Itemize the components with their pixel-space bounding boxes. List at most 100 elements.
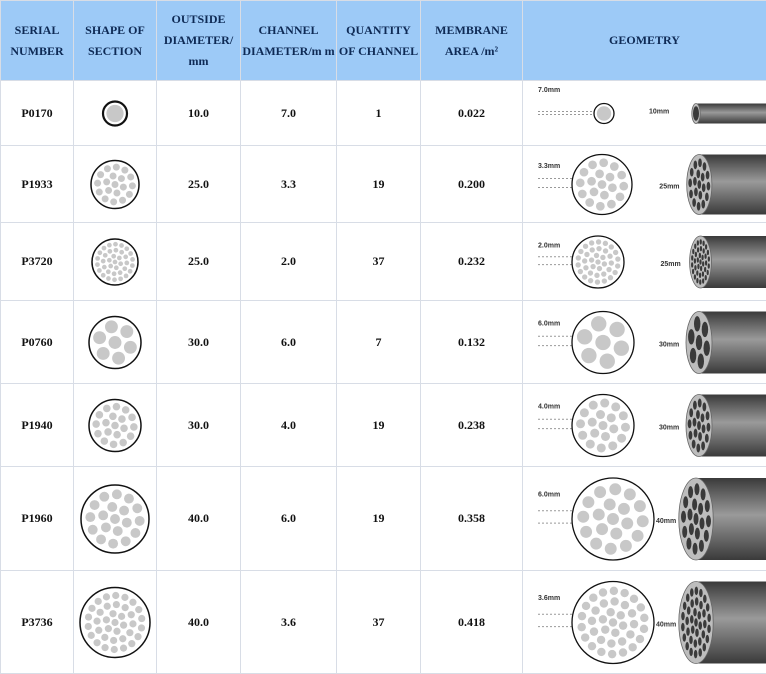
channel (104, 428, 112, 436)
channel (702, 162, 706, 171)
channel (112, 591, 119, 598)
channel (107, 242, 112, 247)
channel (129, 182, 136, 189)
channel (689, 647, 693, 655)
channel (690, 599, 694, 607)
channel-label: 3.6mm (538, 594, 560, 601)
section-shape (74, 301, 157, 384)
channel (101, 258, 106, 263)
channel (694, 251, 696, 256)
channel-diameter: 3.6 (241, 571, 337, 674)
channel (688, 523, 693, 535)
channel (101, 272, 106, 277)
quantity: 19 (337, 467, 421, 571)
channel (607, 199, 616, 208)
channel (613, 340, 628, 355)
od: 40.0 (157, 467, 241, 571)
channel (689, 189, 693, 198)
channel (620, 422, 629, 431)
channel (628, 643, 636, 651)
serial-number: P0760 (1, 301, 74, 384)
channel (97, 268, 102, 273)
channel (702, 278, 704, 283)
channel (687, 508, 692, 520)
channel (130, 257, 135, 262)
channel (588, 240, 593, 245)
channel (694, 187, 698, 196)
channel (585, 439, 594, 448)
channel (111, 421, 119, 429)
channel (699, 517, 704, 529)
channel (690, 625, 694, 633)
channel (606, 607, 614, 615)
channel (126, 629, 133, 636)
column-header: QUANTITY OF CHANNEL (337, 1, 421, 81)
od: 25.0 (157, 146, 241, 223)
channel (113, 526, 123, 536)
channel (110, 636, 117, 643)
channel (626, 630, 634, 638)
channel (698, 431, 702, 440)
channel (119, 635, 126, 642)
channel (594, 272, 599, 277)
channel (598, 420, 607, 429)
channel (134, 633, 141, 640)
channel (701, 441, 705, 450)
channel (609, 321, 624, 336)
channel (697, 611, 701, 619)
quantity: 19 (337, 146, 421, 223)
channel (701, 424, 705, 433)
channel (120, 424, 128, 432)
channel (110, 440, 118, 448)
channel (576, 329, 591, 344)
channel (119, 243, 124, 248)
channel (692, 198, 696, 207)
channel (702, 261, 704, 266)
channel (692, 248, 694, 253)
channel-label: 3.3mm (538, 163, 560, 170)
channel (135, 606, 142, 613)
channel (90, 500, 100, 510)
channel (699, 239, 701, 244)
channel (595, 201, 604, 210)
channel (113, 600, 120, 607)
channel (700, 413, 704, 422)
diameter-label: 40mm (656, 621, 676, 628)
channel (113, 241, 118, 246)
od: 30.0 (157, 301, 241, 384)
channel (97, 347, 110, 360)
channel (698, 158, 702, 167)
section-icon (75, 468, 155, 570)
channel (607, 639, 615, 647)
section-icon (75, 82, 155, 145)
channel (101, 644, 108, 651)
channel (596, 245, 601, 250)
channel (123, 254, 128, 259)
channel (95, 262, 100, 267)
area: 0.238 (421, 384, 523, 467)
channel (108, 248, 113, 253)
channel (698, 502, 703, 514)
channel (703, 619, 707, 627)
serial-number: P0170 (1, 81, 74, 146)
channel (694, 597, 698, 605)
channel (696, 409, 700, 418)
channel (581, 258, 586, 263)
channel (118, 612, 125, 619)
channel (688, 178, 692, 187)
channel (694, 483, 699, 495)
channel (118, 261, 123, 266)
channel (693, 316, 699, 331)
channel (95, 626, 102, 633)
channel (594, 486, 606, 498)
channel (108, 263, 113, 268)
section-icon (75, 385, 155, 466)
channel (610, 527, 622, 539)
channel (599, 353, 614, 368)
channel (118, 415, 126, 423)
od: 30.0 (157, 384, 241, 467)
channel (96, 188, 103, 195)
